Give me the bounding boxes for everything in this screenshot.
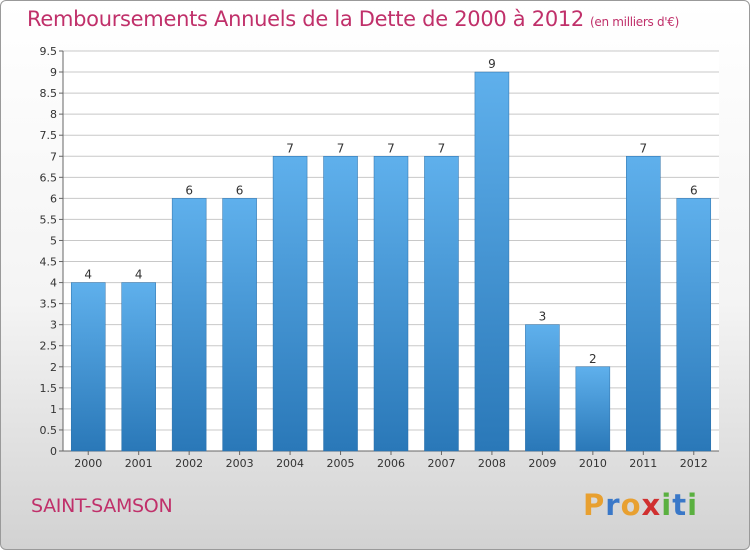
logo-letter: i bbox=[687, 488, 699, 522]
y-tick-label: 8 bbox=[50, 108, 57, 121]
commune-name: SAINT-SAMSON bbox=[31, 495, 173, 517]
data-label: 3 bbox=[539, 310, 547, 324]
y-tick-label: 9.5 bbox=[40, 45, 58, 58]
logo-letter: o bbox=[620, 488, 642, 522]
data-label: 4 bbox=[84, 268, 92, 282]
y-tick-label: 6 bbox=[50, 192, 57, 205]
logo-letter: r bbox=[605, 488, 621, 522]
bar bbox=[121, 282, 156, 452]
data-label: 2 bbox=[589, 352, 597, 366]
y-tick-label: 0.5 bbox=[40, 424, 58, 437]
bar bbox=[171, 198, 207, 452]
x-tick-label: 2006 bbox=[377, 457, 405, 470]
x-tick-label: 2010 bbox=[579, 457, 607, 470]
bar bbox=[222, 198, 257, 452]
y-tick-label: 4 bbox=[50, 277, 57, 290]
y-tick-label: 3 bbox=[50, 319, 57, 332]
x-tick-label: 2002 bbox=[175, 457, 203, 470]
data-label: 7 bbox=[639, 141, 647, 155]
x-tick-label: 2001 bbox=[125, 457, 153, 470]
y-tick-label: 2 bbox=[50, 361, 57, 374]
bar bbox=[424, 156, 459, 452]
data-label: 6 bbox=[236, 183, 244, 197]
x-tick-label: 2000 bbox=[74, 457, 102, 470]
y-tick-label: 1.5 bbox=[40, 382, 58, 395]
y-tick-label: 6.5 bbox=[40, 171, 58, 184]
y-tick-label: 9 bbox=[50, 66, 57, 79]
data-label: 7 bbox=[438, 141, 446, 155]
x-tick-label: 2008 bbox=[478, 457, 506, 470]
y-tick-label: 0 bbox=[50, 445, 57, 458]
bar bbox=[626, 156, 661, 452]
data-label: 6 bbox=[185, 183, 193, 197]
logo-letter: x bbox=[641, 488, 662, 522]
y-tick-label: 4.5 bbox=[40, 256, 58, 269]
y-tick-label: 5 bbox=[50, 234, 57, 247]
logo-letter: t bbox=[672, 488, 688, 522]
y-tick-label: 8.5 bbox=[40, 87, 58, 100]
y-tick-label: 7.5 bbox=[40, 129, 58, 142]
data-label: 7 bbox=[286, 141, 294, 155]
x-tick-label: 2012 bbox=[680, 457, 708, 470]
y-tick-label: 2.5 bbox=[40, 340, 58, 353]
x-tick-label: 2009 bbox=[528, 457, 556, 470]
bar bbox=[70, 282, 106, 452]
chart-title-text: Remboursements Annuels de la Dette de 20… bbox=[27, 7, 584, 31]
x-tick-label: 2011 bbox=[629, 457, 657, 470]
y-tick-label: 1 bbox=[50, 403, 57, 416]
bar bbox=[474, 71, 510, 452]
bar bbox=[676, 198, 712, 452]
bar bbox=[525, 324, 560, 452]
bar bbox=[575, 366, 611, 452]
proxiti-logo: Proxiti bbox=[583, 488, 698, 522]
bar bbox=[373, 156, 409, 452]
x-tick-label: 2007 bbox=[427, 457, 455, 470]
data-label: 7 bbox=[337, 141, 345, 155]
chart-title: Remboursements Annuels de la Dette de 20… bbox=[27, 7, 679, 31]
y-tick-label: 5.5 bbox=[40, 213, 58, 226]
data-label: 9 bbox=[488, 57, 496, 71]
y-tick-label: 7 bbox=[50, 150, 57, 163]
data-label: 7 bbox=[387, 141, 395, 155]
y-tick-label: 3.5 bbox=[40, 298, 58, 311]
x-tick-label: 2005 bbox=[327, 457, 355, 470]
bar bbox=[272, 156, 308, 452]
bar bbox=[323, 156, 358, 452]
chart-unit: (en milliers d'€) bbox=[590, 15, 680, 29]
logo-letter: i bbox=[661, 488, 673, 522]
x-tick-label: 2003 bbox=[226, 457, 254, 470]
data-label: 4 bbox=[135, 268, 143, 282]
data-label: 6 bbox=[690, 183, 698, 197]
logo-letter: P bbox=[583, 488, 606, 522]
x-tick-label: 2004 bbox=[276, 457, 304, 470]
